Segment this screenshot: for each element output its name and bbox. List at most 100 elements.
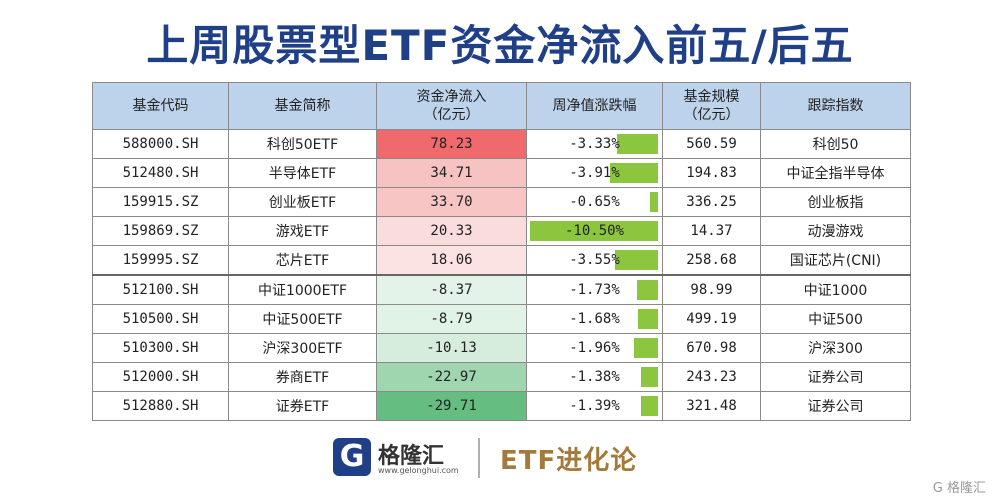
cell-size: 194.83 — [662, 158, 761, 188]
cell-code: 510300.SH — [92, 333, 229, 363]
etf-flow-table-container: 基金代码 基金简称 资金净流入 （亿元） 周净值涨跌幅 基金规模 （亿元） 跟踪… — [92, 82, 911, 421]
cell-flow: -8.37 — [376, 274, 527, 305]
header-size-line2: （亿元） — [683, 107, 740, 123]
cell-index: 证券公司 — [760, 362, 911, 392]
header-flow-line1: 资金净流入 — [416, 89, 487, 105]
header-flow: 资金净流入 （亿元） — [376, 82, 527, 130]
cell-size: 499.19 — [662, 304, 761, 334]
cell-name: 科创50ETF — [228, 129, 377, 159]
chg-text: -1.38% — [569, 369, 620, 385]
logo-url: www.gelonghui.com — [378, 466, 459, 475]
footer: G 格隆汇 www.gelonghui.com ETF进化论 — [0, 432, 1000, 482]
cell-code: 159995.SZ — [92, 245, 229, 276]
chg-bar — [650, 192, 658, 212]
table-row: 512880.SH 证券ETF -29.71 -1.39% 321.48 证券公司 — [92, 391, 911, 421]
cell-chg: -1.39% — [526, 391, 663, 421]
cell-chg: -1.96% — [526, 333, 663, 363]
table-row: 512100.SH 中证1000ETF -8.37 -1.73% 98.99 中证1000 — [92, 274, 911, 305]
cell-size: 321.48 — [662, 391, 761, 421]
cell-flow: 20.33 — [376, 216, 527, 246]
chg-text: -3.91% — [569, 165, 620, 181]
cell-name: 半导体ETF — [228, 158, 377, 188]
cell-flow: -10.13 — [376, 333, 527, 363]
table-header-row: 基金代码 基金简称 资金净流入 （亿元） 周净值涨跌幅 基金规模 （亿元） 跟踪… — [92, 82, 911, 130]
etf-flow-table: 基金代码 基金简称 资金净流入 （亿元） 周净值涨跌幅 基金规模 （亿元） 跟踪… — [92, 82, 911, 421]
cell-code: 588000.SH — [92, 129, 229, 159]
cell-name: 游戏ETF — [228, 216, 377, 246]
chg-bar — [615, 250, 658, 270]
cell-chg: -3.33% — [526, 129, 663, 159]
header-flow-line2: （亿元） — [423, 107, 480, 123]
cell-chg: -0.65% — [526, 187, 663, 217]
cell-index: 中证1000 — [760, 274, 911, 305]
cell-name: 证券ETF — [228, 391, 377, 421]
cell-flow: -8.79 — [376, 304, 527, 334]
cell-index: 中证全指半导体 — [760, 158, 911, 188]
chg-text: -3.55% — [569, 252, 620, 268]
table-body: 588000.SH 科创50ETF 78.23 -3.33% 560.59 科创50 512… — [92, 129, 911, 421]
chg-text: -1.73% — [569, 282, 620, 298]
cell-size: 243.23 — [662, 362, 761, 392]
cell-size: 98.99 — [662, 274, 761, 305]
cell-index: 中证500 — [760, 304, 911, 334]
cell-name: 中证1000ETF — [228, 274, 377, 305]
cell-flow: 33.70 — [376, 187, 527, 217]
header-size: 基金规模 （亿元） — [662, 82, 761, 130]
cell-code: 159869.SZ — [92, 216, 229, 246]
chg-bar — [617, 134, 658, 154]
header-index: 跟踪指数 — [760, 82, 911, 130]
table-row: 510300.SH 沪深300ETF -10.13 -1.96% 670.98 沪深300 — [92, 333, 911, 363]
page-title: 上周股票型ETF资金净流入前五/后五 — [146, 21, 854, 70]
chg-text: -1.68% — [569, 311, 620, 327]
cell-index: 科创50 — [760, 129, 911, 159]
chg-text: -1.96% — [569, 340, 620, 356]
chg-text: -0.65% — [569, 194, 620, 210]
cell-code: 510500.SH — [92, 304, 229, 334]
cell-size: 14.37 — [662, 216, 761, 246]
chg-text: -1.39% — [569, 398, 620, 414]
cell-flow: -29.71 — [376, 391, 527, 421]
chg-bar — [610, 163, 658, 183]
cell-flow: -22.97 — [376, 362, 527, 392]
brand-name: ETF进化论 — [500, 446, 638, 476]
cell-chg: -1.68% — [526, 304, 663, 334]
cell-flow: 78.23 — [376, 129, 527, 159]
cell-chg: -1.73% — [526, 274, 663, 305]
cell-code: 512880.SH — [92, 391, 229, 421]
table-row: 588000.SH 科创50ETF 78.23 -3.33% 560.59 科创50 — [92, 129, 911, 159]
cell-chg: -3.55% — [526, 245, 663, 276]
cell-name: 中证500ETF — [228, 304, 377, 334]
cell-chg: -3.91% — [526, 158, 663, 188]
chg-bar — [637, 280, 658, 300]
chg-bar — [641, 396, 658, 416]
header-chg: 周净值涨跌幅 — [526, 82, 663, 130]
chg-bar — [634, 338, 658, 358]
cell-name: 芯片ETF — [228, 245, 377, 276]
cell-code: 159915.SZ — [92, 187, 229, 217]
cell-index: 国证芯片(CNI) — [760, 245, 911, 276]
logo-name: 格隆汇 — [378, 444, 445, 469]
chg-bar — [641, 367, 658, 387]
cell-flow: 18.06 — [376, 245, 527, 276]
cell-flow: 34.71 — [376, 158, 527, 188]
table-row: 510500.SH 中证500ETF -8.79 -1.68% 499.19 中证500 — [92, 304, 911, 334]
chg-text: -3.33% — [569, 136, 620, 152]
table-row: 159915.SZ 创业板ETF 33.70 -0.65% 336.25 创业板指 — [92, 187, 911, 217]
table-row: 512000.SH 券商ETF -22.97 -1.38% 243.23 证券公司 — [92, 362, 911, 392]
cell-size: 336.25 — [662, 187, 761, 217]
cell-size: 258.68 — [662, 245, 761, 276]
table-row: 159869.SZ 游戏ETF 20.33 -10.50% 14.37 动漫游戏 — [92, 216, 911, 246]
watermark: G 格隆汇 — [932, 481, 986, 496]
table-row: 512480.SH 半导体ETF 34.71 -3.91% 194.83 中证全指半导体 — [92, 158, 911, 188]
cell-index: 沪深300 — [760, 333, 911, 363]
cell-name: 创业板ETF — [228, 187, 377, 217]
cell-code: 512100.SH — [92, 274, 229, 305]
chg-bar — [530, 221, 658, 241]
cell-code: 512000.SH — [92, 362, 229, 392]
cell-chg: -10.50% — [526, 216, 663, 246]
header-code: 基金代码 — [92, 82, 229, 130]
cell-size: 560.59 — [662, 129, 761, 159]
cell-index: 证券公司 — [760, 391, 911, 421]
footer-divider — [478, 438, 480, 478]
cell-name: 券商ETF — [228, 362, 377, 392]
